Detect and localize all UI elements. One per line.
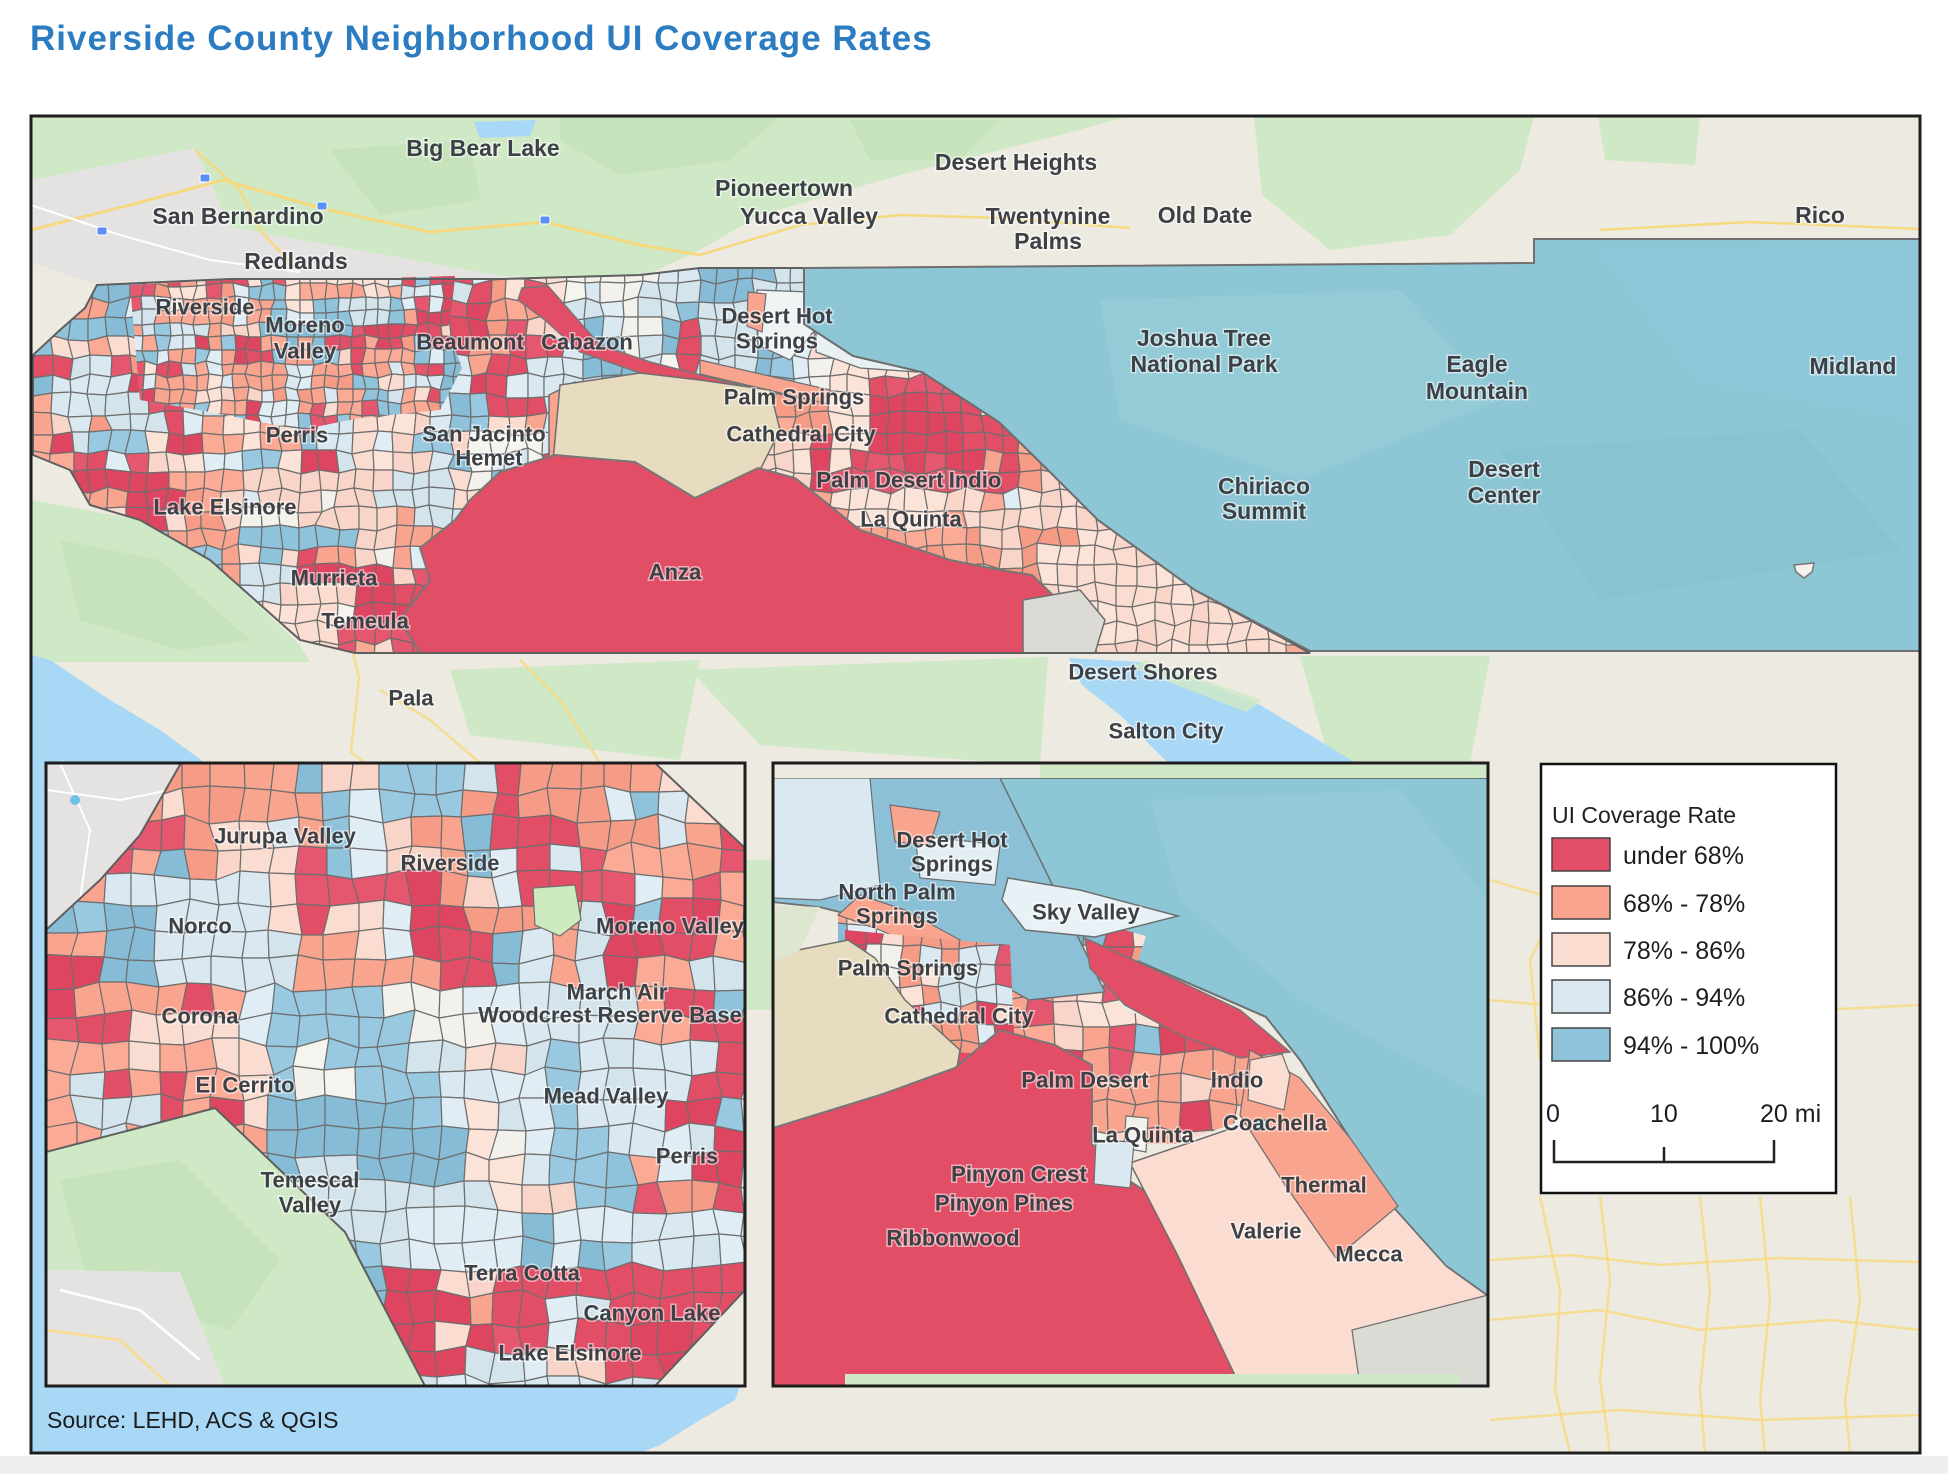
svg-text:Corona: Corona xyxy=(162,1004,240,1029)
svg-text:North Palm: North Palm xyxy=(838,880,955,905)
svg-text:Mountain: Mountain xyxy=(1426,378,1528,404)
svg-text:Desert Hot: Desert Hot xyxy=(896,828,1008,853)
svg-text:Terra Cotta: Terra Cotta xyxy=(464,1261,580,1286)
svg-text:Mecca: Mecca xyxy=(1335,1242,1403,1267)
svg-text:Pinyon Pines: Pinyon Pines xyxy=(935,1191,1073,1216)
svg-text:Perris: Perris xyxy=(266,423,328,448)
svg-text:20 mi: 20 mi xyxy=(1760,1100,1821,1128)
svg-text:Big Bear Lake: Big Bear Lake xyxy=(406,135,559,161)
svg-text:Cabazon: Cabazon xyxy=(541,330,633,355)
svg-text:Cathedral City: Cathedral City xyxy=(884,1004,1034,1029)
svg-text:Rico: Rico xyxy=(1795,202,1845,228)
svg-text:Riverside County Neighborhood: Riverside County Neighborhood UI Coverag… xyxy=(30,19,933,58)
svg-text:Twentynine: Twentynine xyxy=(986,203,1111,229)
svg-text:Chiriaco: Chiriaco xyxy=(1218,473,1310,499)
svg-text:Lake Elsinore: Lake Elsinore xyxy=(153,495,296,520)
svg-text:Moreno Valley: Moreno Valley xyxy=(596,914,745,939)
svg-text:Palm Desert: Palm Desert xyxy=(1021,1068,1149,1093)
svg-text:Springs: Springs xyxy=(911,852,993,877)
svg-text:Desert Shores: Desert Shores xyxy=(1068,660,1217,685)
svg-text:Riverside: Riverside xyxy=(155,295,254,320)
svg-text:Temescal: Temescal xyxy=(261,1168,360,1193)
svg-text:National Park: National Park xyxy=(1131,351,1278,377)
svg-text:Midland: Midland xyxy=(1810,353,1897,379)
svg-text:Coachella: Coachella xyxy=(1223,1111,1328,1136)
svg-text:0: 0 xyxy=(1546,1100,1560,1128)
svg-text:Desert: Desert xyxy=(1468,456,1540,482)
svg-text:Salton City: Salton City xyxy=(1109,719,1225,744)
svg-text:Palm Springs: Palm Springs xyxy=(724,385,865,410)
svg-text:Palm Desert: Palm Desert xyxy=(816,468,944,493)
svg-text:Beaumont: Beaumont xyxy=(416,330,524,355)
svg-text:Norco: Norco xyxy=(168,914,232,939)
svg-text:68% - 78%: 68% - 78% xyxy=(1623,890,1745,918)
svg-text:86% - 94%: 86% - 94% xyxy=(1623,984,1745,1012)
svg-text:Pala: Pala xyxy=(388,686,434,711)
svg-text:Jurupa Valley: Jurupa Valley xyxy=(214,824,357,849)
svg-text:Hemet: Hemet xyxy=(455,446,523,471)
svg-text:Moreno: Moreno xyxy=(265,313,344,338)
svg-text:Pinyon Crest: Pinyon Crest xyxy=(951,1162,1087,1187)
svg-text:Temeula: Temeula xyxy=(321,609,409,634)
svg-text:Valerie: Valerie xyxy=(1231,1219,1302,1244)
svg-text:Desert Heights: Desert Heights xyxy=(935,149,1097,175)
svg-text:Palms: Palms xyxy=(1014,228,1082,254)
svg-text:Riverside: Riverside xyxy=(400,851,499,876)
svg-text:Center: Center xyxy=(1468,482,1541,508)
svg-text:March Air: March Air xyxy=(567,980,668,1005)
svg-text:Springs: Springs xyxy=(856,904,938,929)
svg-text:Source: LEHD, ACS & QGIS: Source: LEHD, ACS & QGIS xyxy=(47,1407,338,1433)
svg-text:Yucca Valley: Yucca Valley xyxy=(740,203,878,229)
svg-text:10: 10 xyxy=(1650,1100,1678,1128)
svg-text:Murrieta: Murrieta xyxy=(291,566,379,591)
svg-text:Joshua Tree: Joshua Tree xyxy=(1137,325,1271,351)
svg-text:Palm Springs: Palm Springs xyxy=(838,956,979,981)
svg-text:San Jacinto: San Jacinto xyxy=(422,422,545,447)
svg-text:Valley: Valley xyxy=(274,339,337,364)
svg-text:Thermal: Thermal xyxy=(1281,1173,1367,1198)
svg-text:94% - 100%: 94% - 100% xyxy=(1623,1032,1759,1060)
svg-text:San Bernardino: San Bernardino xyxy=(152,203,323,229)
svg-text:Lake Elsinore: Lake Elsinore xyxy=(498,1341,641,1366)
svg-text:Indio: Indio xyxy=(1211,1068,1264,1093)
svg-text:Springs: Springs xyxy=(736,329,818,354)
svg-text:El Cerrito: El Cerrito xyxy=(195,1073,294,1098)
svg-text:Sky Valley: Sky Valley xyxy=(1032,900,1140,925)
svg-text:Perris: Perris xyxy=(656,1144,718,1169)
svg-text:78% - 86%: 78% - 86% xyxy=(1623,937,1745,965)
svg-text:Summit: Summit xyxy=(1222,498,1307,524)
svg-text:Mead Valley: Mead Valley xyxy=(544,1084,670,1109)
svg-text:Cathedral City: Cathedral City xyxy=(726,422,876,447)
svg-text:Ribbonwood: Ribbonwood xyxy=(886,1226,1019,1251)
svg-text:Old Date: Old Date xyxy=(1158,202,1253,228)
svg-text:Indio: Indio xyxy=(949,468,1002,493)
svg-text:Desert Hot: Desert Hot xyxy=(721,304,833,329)
svg-text:Woodcrest Reserve Base: Woodcrest Reserve Base xyxy=(478,1003,742,1028)
svg-text:Redlands: Redlands xyxy=(244,248,348,274)
svg-text:under 68%: under 68% xyxy=(1623,842,1744,870)
svg-text:Eagle: Eagle xyxy=(1446,351,1507,377)
svg-text:La Quinta: La Quinta xyxy=(860,507,962,532)
svg-text:Canyon Lake: Canyon Lake xyxy=(584,1301,721,1326)
svg-text:UI Coverage Rate: UI Coverage Rate xyxy=(1552,802,1736,828)
svg-text:Pioneertown: Pioneertown xyxy=(715,175,853,201)
svg-text:Anza: Anza xyxy=(649,560,702,585)
svg-text:Valley: Valley xyxy=(279,1193,342,1218)
svg-text:La Quinta: La Quinta xyxy=(1092,1123,1194,1148)
